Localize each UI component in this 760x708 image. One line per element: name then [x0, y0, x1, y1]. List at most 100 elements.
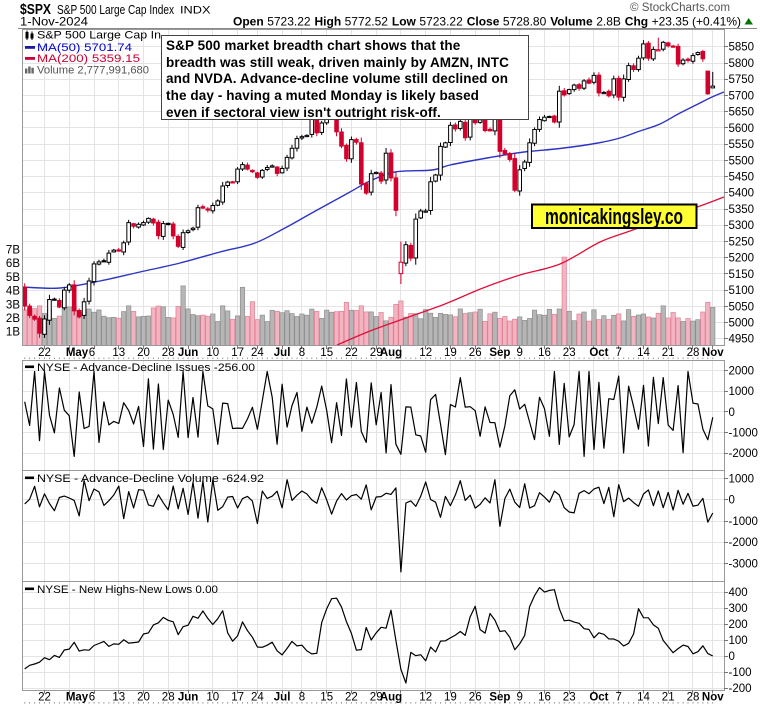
- svg-text:10: 10: [206, 692, 219, 704]
- svg-text:400: 400: [729, 587, 748, 599]
- svg-text:5000: 5000: [729, 318, 755, 330]
- svg-text:Jul: Jul: [274, 692, 291, 704]
- svg-text:12: 12: [419, 347, 432, 359]
- svg-text:0: 0: [729, 651, 735, 663]
- svg-text:21: 21: [662, 692, 675, 704]
- svg-text:5400: 5400: [729, 188, 755, 200]
- svg-text:Nov: Nov: [702, 347, 724, 359]
- svg-text:22: 22: [38, 692, 51, 704]
- svg-text:© StockCharts.com: © StockCharts.com: [630, 2, 730, 14]
- svg-text:1-Nov-2024: 1-Nov-2024: [20, 17, 89, 29]
- svg-text:8: 8: [299, 347, 305, 359]
- svg-text:NYSE - Advance-Decline Issues: NYSE - Advance-Decline Issues -256.00: [37, 362, 255, 374]
- svg-text:13: 13: [112, 692, 125, 704]
- svg-text:20: 20: [137, 692, 150, 704]
- svg-text:-2000: -2000: [729, 537, 758, 549]
- svg-text:5600: 5600: [729, 123, 755, 135]
- svg-text:28: 28: [162, 347, 175, 359]
- svg-text:300: 300: [729, 603, 748, 615]
- svg-text:INDX: INDX: [180, 5, 211, 17]
- svg-text:22: 22: [345, 692, 358, 704]
- svg-text:High: High: [315, 15, 342, 29]
- svg-text:Oct: Oct: [589, 692, 608, 704]
- svg-text:23: 23: [563, 347, 576, 359]
- svg-text:0: 0: [729, 495, 735, 507]
- svg-text:MA(200) 5359.15: MA(200) 5359.15: [37, 53, 140, 65]
- svg-text:17: 17: [231, 692, 244, 704]
- svg-text:9: 9: [516, 692, 522, 704]
- svg-text:-100: -100: [729, 667, 752, 679]
- svg-text:3B: 3B: [6, 299, 20, 311]
- svg-text:5450: 5450: [729, 172, 755, 184]
- svg-text:29: 29: [370, 347, 383, 359]
- svg-text:7: 7: [615, 347, 621, 359]
- svg-text:5700: 5700: [729, 90, 755, 102]
- svg-text:5728.80: 5728.80: [503, 15, 547, 29]
- svg-text:5723.22: 5723.22: [419, 15, 463, 29]
- svg-text:1000: 1000: [729, 386, 755, 398]
- svg-text:Chg: Chg: [625, 15, 648, 29]
- svg-text:$SPX: $SPX: [20, 1, 51, 18]
- svg-text:2000: 2000: [729, 365, 755, 377]
- svg-text:1B: 1B: [6, 327, 20, 339]
- svg-text:14: 14: [637, 347, 650, 359]
- svg-text:monicakingsley.co: monicakingsley.co: [545, 204, 683, 229]
- svg-text:5550: 5550: [729, 139, 755, 151]
- svg-text:5B: 5B: [6, 272, 20, 284]
- svg-text:4950: 4950: [729, 334, 755, 346]
- svg-text:5050: 5050: [729, 301, 755, 313]
- svg-text:Low: Low: [392, 15, 417, 29]
- svg-text:15: 15: [320, 347, 333, 359]
- svg-text:May: May: [66, 692, 89, 704]
- svg-text:9: 9: [516, 347, 522, 359]
- svg-text:2.8B: 2.8B: [596, 15, 621, 29]
- svg-text:20: 20: [137, 347, 150, 359]
- svg-text:28: 28: [687, 347, 700, 359]
- svg-text:5750: 5750: [729, 74, 755, 86]
- svg-text:-2000: -2000: [729, 448, 758, 460]
- svg-text:5500: 5500: [729, 155, 755, 167]
- svg-text:14: 14: [637, 692, 650, 704]
- svg-text:5650: 5650: [729, 107, 755, 119]
- svg-text:100: 100: [729, 635, 748, 647]
- svg-text:Oct: Oct: [589, 347, 608, 359]
- svg-text:28: 28: [162, 692, 175, 704]
- svg-text:May: May: [66, 347, 89, 359]
- svg-text:MA(50) 5701.74: MA(50) 5701.74: [37, 42, 132, 54]
- svg-text:Jun: Jun: [178, 692, 198, 704]
- svg-text:5850: 5850: [729, 42, 755, 54]
- svg-text:21: 21: [662, 347, 675, 359]
- svg-text:13: 13: [112, 347, 125, 359]
- svg-text:2B: 2B: [6, 313, 20, 325]
- svg-text:5723.22: 5723.22: [267, 15, 311, 29]
- svg-text:-1000: -1000: [729, 516, 758, 528]
- svg-text:5250: 5250: [729, 236, 755, 248]
- svg-text:28: 28: [687, 692, 700, 704]
- svg-text:5772.52: 5772.52: [345, 15, 389, 29]
- svg-text:5150: 5150: [729, 269, 755, 281]
- svg-text:6B: 6B: [6, 258, 20, 270]
- svg-text:Sep: Sep: [489, 692, 510, 704]
- svg-text:S&P 500 Large Cap Index: S&P 500 Large Cap Index: [57, 3, 175, 17]
- svg-text:16: 16: [538, 347, 551, 359]
- svg-text:7: 7: [615, 692, 621, 704]
- svg-text:S&P 500 Large Cap In: S&P 500 Large Cap In: [37, 30, 161, 42]
- svg-text:Jun: Jun: [178, 347, 198, 359]
- svg-text:Open: Open: [233, 15, 264, 29]
- svg-text:24: 24: [251, 347, 264, 359]
- svg-text:5200: 5200: [729, 253, 755, 265]
- svg-text:NYSE - New Highs-New Lows 0.00: NYSE - New Highs-New Lows 0.00: [37, 584, 218, 596]
- svg-text:0: 0: [729, 407, 735, 419]
- svg-text:Aug: Aug: [380, 692, 402, 704]
- svg-text:19: 19: [444, 692, 457, 704]
- svg-text:+23.35 (+0.41%): +23.35 (+0.41%): [652, 15, 741, 29]
- svg-text:6: 6: [89, 347, 95, 359]
- svg-text:1000: 1000: [729, 474, 755, 486]
- svg-text:5100: 5100: [729, 285, 755, 297]
- svg-text:5300: 5300: [729, 220, 755, 232]
- svg-text:NYSE - Advance-Decline Volume: NYSE - Advance-Decline Volume -624.92: [37, 473, 264, 485]
- svg-text:-1000: -1000: [729, 428, 758, 440]
- svg-text:15: 15: [320, 692, 333, 704]
- svg-text:10: 10: [206, 347, 219, 359]
- svg-text:-3000: -3000: [729, 558, 758, 570]
